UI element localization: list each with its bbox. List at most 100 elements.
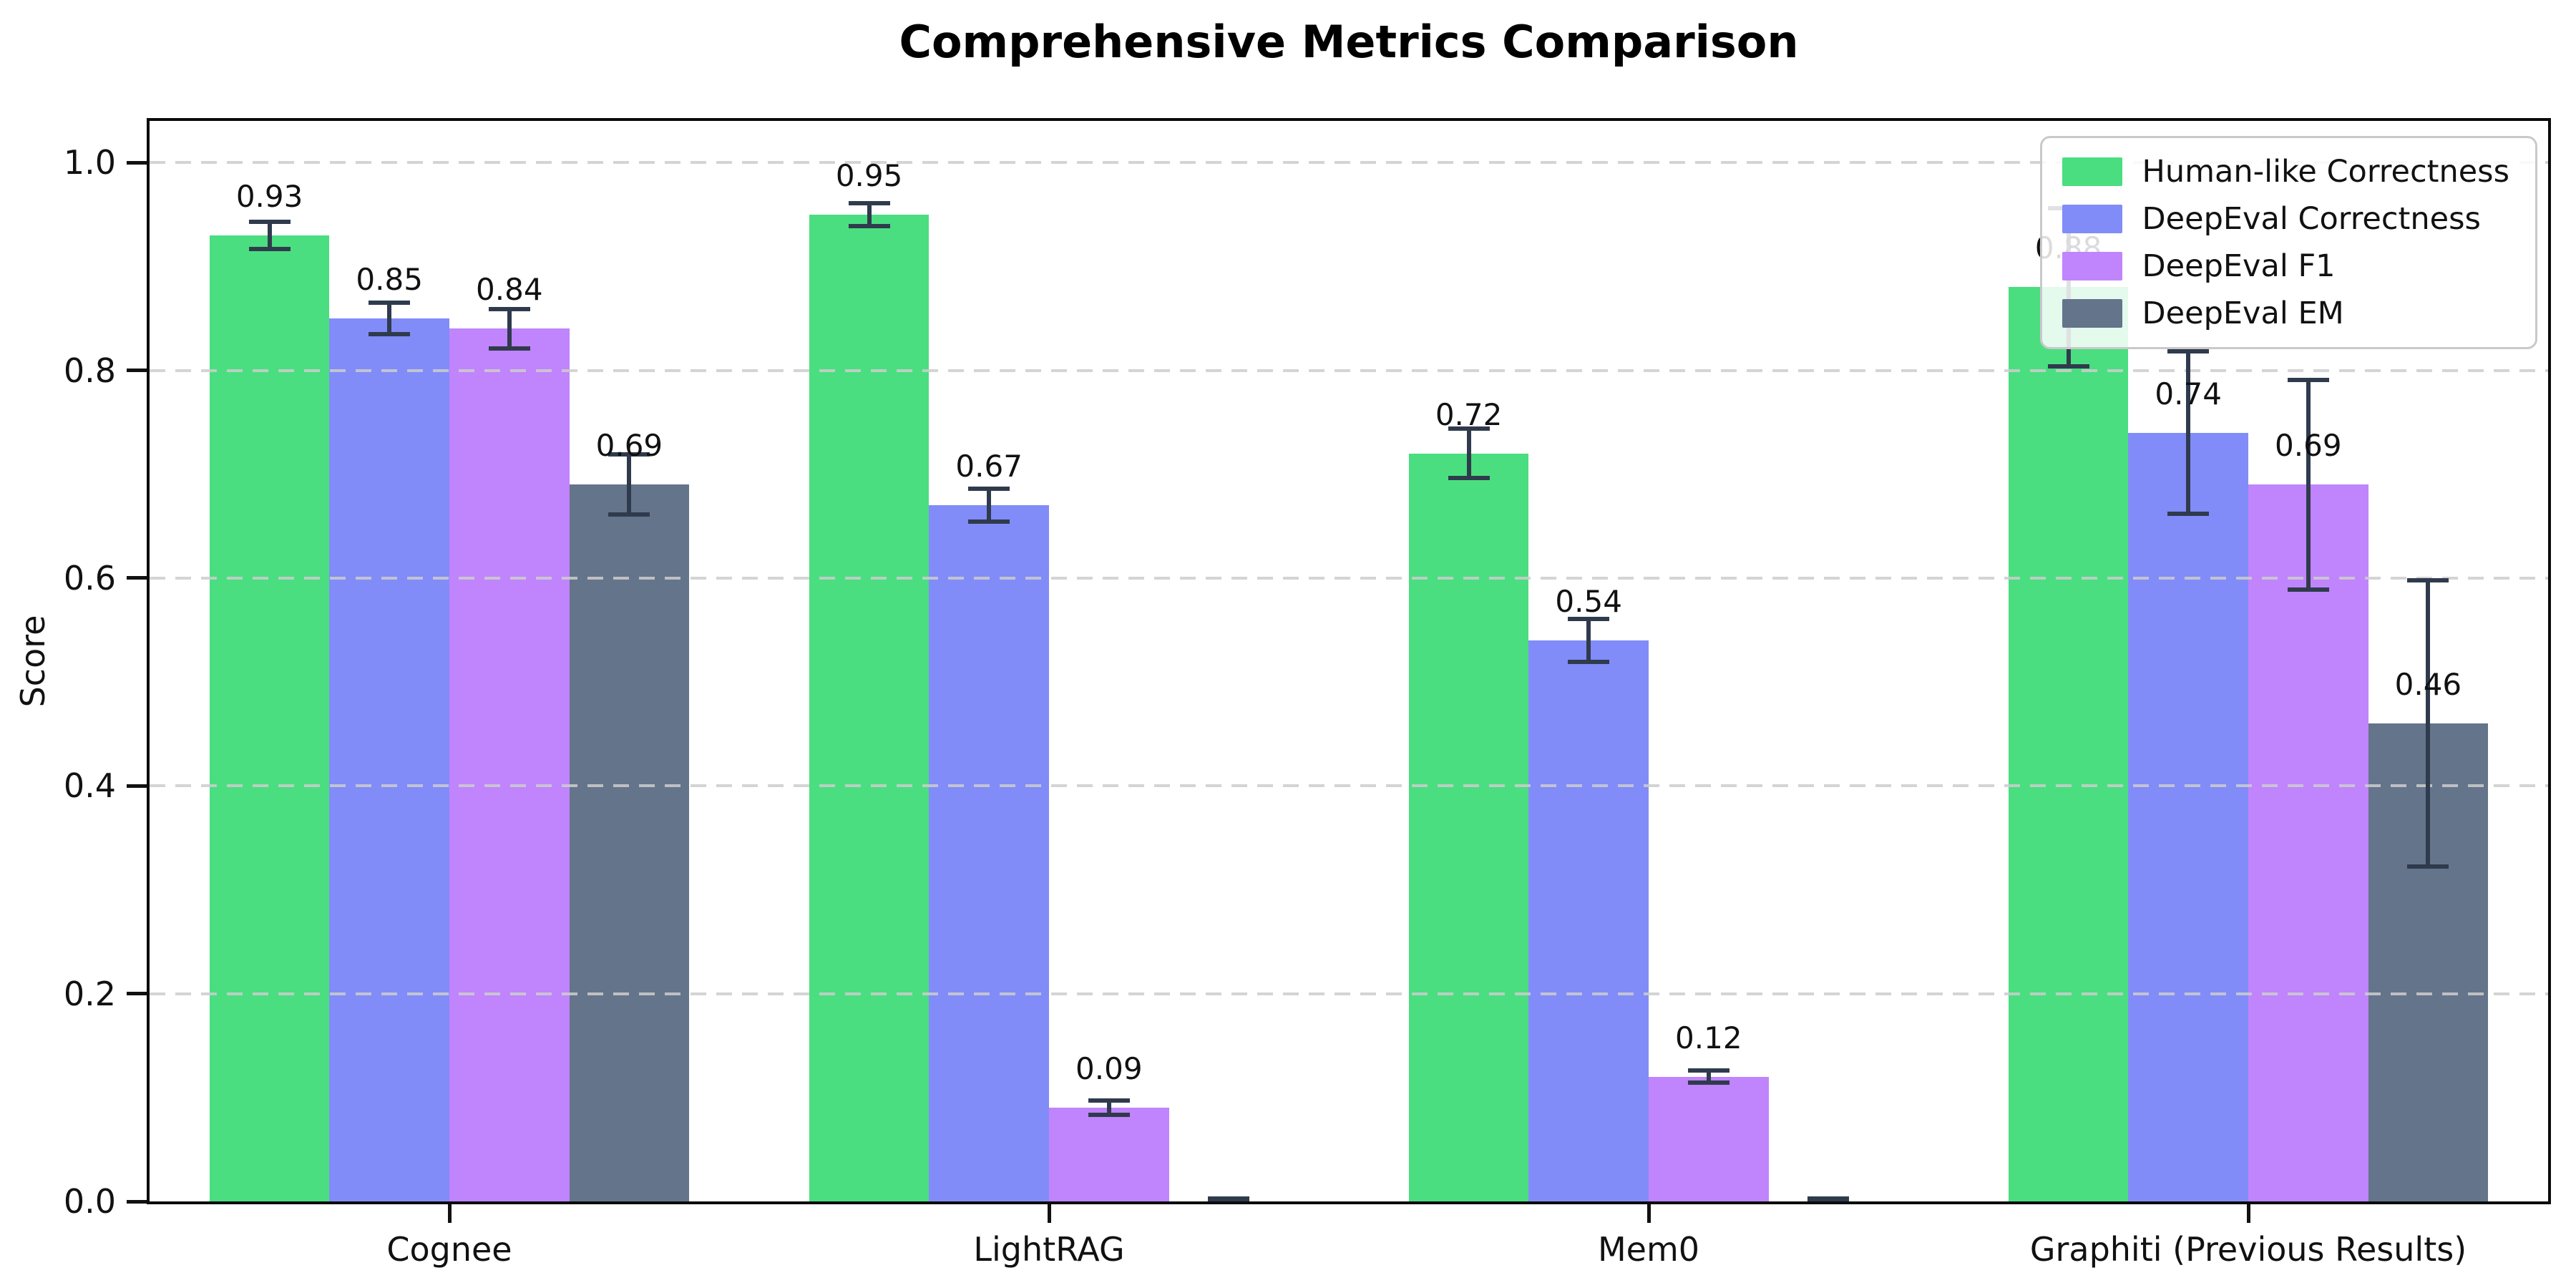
error-bar xyxy=(848,200,890,228)
bar-value-label: 0.69 xyxy=(2275,428,2342,464)
y-tick-label: 0.6 xyxy=(63,558,116,597)
error-bar xyxy=(608,452,650,517)
bar-value-label: 0.12 xyxy=(1675,1020,1742,1055)
bar-mem0-series-0 xyxy=(1408,453,1529,1201)
legend-swatch-icon xyxy=(2062,157,2122,186)
error-bar-stem xyxy=(2306,377,2311,592)
error-bar-cap-bottom xyxy=(248,246,291,251)
bar-mem0-series-2 xyxy=(1649,1076,1769,1201)
error-bar-cap-top xyxy=(2167,349,2210,354)
error-bar-stem xyxy=(627,452,632,517)
x-tick-label-3: Graphiti (Previous Results) xyxy=(2029,1230,2467,1269)
error-bar-cap-bottom xyxy=(2287,587,2329,592)
legend-label: DeepEval EM xyxy=(2142,296,2344,331)
y-tick-mark xyxy=(127,1199,147,1204)
error-bar xyxy=(1807,1196,1850,1201)
bar-value-label: 0.54 xyxy=(1555,584,1622,619)
error-bar-stem xyxy=(507,306,512,351)
error-bar xyxy=(248,219,291,251)
error-bar-stem xyxy=(1106,1098,1111,1118)
bar-value-label: 0.84 xyxy=(476,272,543,308)
error-bar-cap-top xyxy=(968,487,1010,492)
error-bar-cap-bottom xyxy=(1687,1080,1729,1085)
bar-lightrag-series-0 xyxy=(809,214,930,1201)
error-bar xyxy=(2287,377,2329,592)
gridline-y-0.2 xyxy=(150,992,2548,995)
y-tick-label: 1.0 xyxy=(63,143,116,182)
error-bar-cap-top xyxy=(1568,616,1610,621)
error-bar-stem xyxy=(1586,616,1591,665)
bar-value-label: 0.93 xyxy=(235,178,303,214)
error-bar-cap-top xyxy=(369,301,411,306)
bar-lightrag-series-1 xyxy=(929,505,1049,1201)
y-tick-label: 0.4 xyxy=(63,766,116,806)
bar-cognee-series-1 xyxy=(329,318,449,1201)
error-bar xyxy=(1208,1196,1250,1201)
error-bar-cap-bottom xyxy=(848,223,890,228)
error-bar-cap-bottom xyxy=(1568,660,1610,665)
y-tick-mark xyxy=(127,784,147,788)
legend-item-3: DeepEval EM xyxy=(2062,296,2509,331)
error-bar-cap-top xyxy=(248,219,291,224)
y-tick-label: 0.0 xyxy=(63,1182,116,1221)
error-bar-cap-bottom xyxy=(2167,511,2210,516)
y-tick-mark xyxy=(127,992,147,996)
error-bar-cap-bottom xyxy=(1448,476,1490,481)
error-bar xyxy=(1568,616,1610,665)
error-bar-cap-top xyxy=(1088,1098,1130,1103)
bar-cognee-series-0 xyxy=(209,235,330,1201)
error-bar-cap-top xyxy=(608,452,650,457)
legend-label: Human-like Correctness xyxy=(2142,154,2509,190)
error-bar-stem xyxy=(2426,577,2431,869)
error-bar-stem xyxy=(1466,426,1471,481)
legend-item-2: DeepEval F1 xyxy=(2062,248,2509,284)
legend-swatch-icon xyxy=(2062,205,2122,233)
bar-value-label: 0.09 xyxy=(1075,1051,1143,1087)
legend: Human-like Correctness DeepEval Correctne… xyxy=(2039,136,2537,349)
error-bar-cap-bottom xyxy=(2407,864,2449,869)
bar-value-label: 0.74 xyxy=(2155,376,2222,411)
y-tick-mark xyxy=(127,160,147,165)
x-tick-mark xyxy=(447,1204,452,1223)
legend-swatch-icon xyxy=(2062,299,2122,328)
bar-cognee-series-2 xyxy=(449,328,570,1201)
gridline-y-0.6 xyxy=(150,576,2548,580)
bar-mem0-series-1 xyxy=(1528,640,1649,1201)
error-bar-cap-bottom xyxy=(1208,1197,1250,1201)
error-bar xyxy=(488,306,530,351)
gridline-y-0.8 xyxy=(150,369,2548,372)
chart-title: Comprehensive Metrics Comparison xyxy=(899,16,1799,68)
error-bar-cap-bottom xyxy=(1807,1197,1850,1201)
plot-inner: 0.930.950.720.880.850.670.540.740.840.09… xyxy=(150,121,2548,1201)
y-tick-label: 0.2 xyxy=(63,974,116,1013)
error-bar-cap-top xyxy=(488,306,530,311)
bar-value-label: 0.46 xyxy=(2394,667,2462,703)
bar-graphiti-previous-results--series-1 xyxy=(2128,432,2248,1201)
error-bar-stem xyxy=(2186,349,2191,516)
error-bar-stem xyxy=(1706,1068,1711,1085)
error-bar-stem xyxy=(987,487,992,525)
error-bar xyxy=(1088,1098,1130,1118)
bar-graphiti-previous-results--series-0 xyxy=(2008,287,2129,1201)
x-tick-mark xyxy=(1047,1204,1051,1223)
error-bar-cap-bottom xyxy=(608,512,650,517)
error-bar-cap-bottom xyxy=(369,331,411,336)
bar-value-label: 0.85 xyxy=(356,261,423,297)
x-tick-mark xyxy=(1646,1204,1651,1223)
x-tick-mark xyxy=(2246,1204,2250,1223)
y-tick-mark xyxy=(127,576,147,580)
error-bar xyxy=(2407,577,2449,869)
x-tick-label-0: Cognee xyxy=(386,1230,512,1269)
x-tick-label-2: Mem0 xyxy=(1597,1230,1700,1269)
y-tick-mark xyxy=(127,369,147,372)
bar-value-label: 0.67 xyxy=(955,449,1023,484)
error-bar-cap-top xyxy=(2407,577,2449,582)
error-bar-cap-bottom xyxy=(488,346,530,351)
error-bar-cap-top xyxy=(1448,426,1490,431)
error-bar xyxy=(2167,349,2210,516)
error-bar-cap-bottom xyxy=(1088,1113,1130,1118)
bar-value-label: 0.95 xyxy=(835,157,903,193)
error-bar-cap-top xyxy=(848,200,890,205)
error-bar xyxy=(968,487,1010,525)
